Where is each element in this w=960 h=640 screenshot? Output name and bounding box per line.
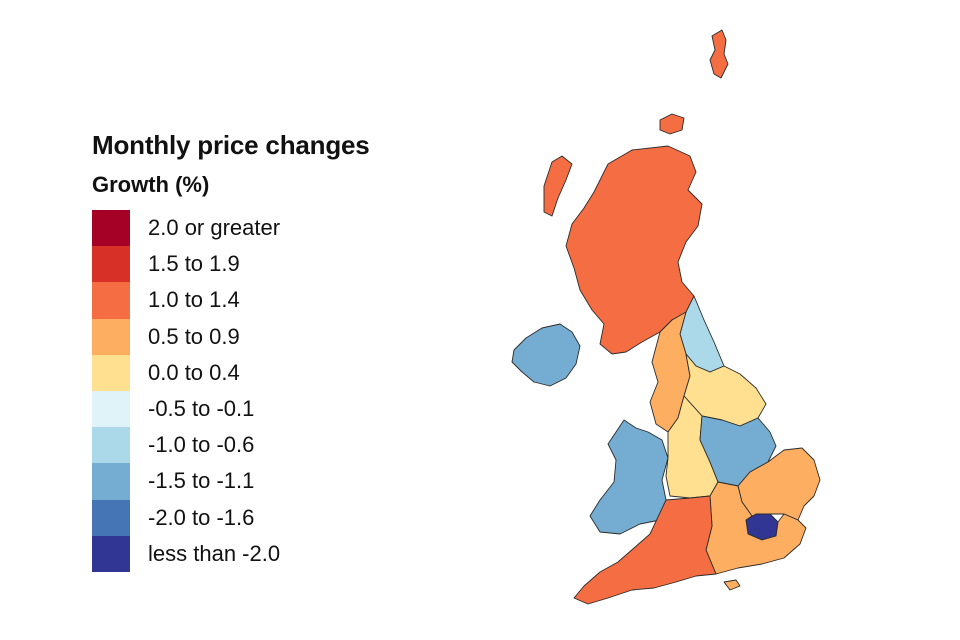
legend-label: 0.5 to 0.9 <box>148 323 240 349</box>
region-wales[interactable] <box>589 419 669 535</box>
legend-swatch <box>92 499 130 536</box>
region-south-east-isle-of-wight[interactable] <box>723 579 741 591</box>
legend-item: 2.0 or greater <box>92 210 432 247</box>
legend-label: 0.0 to 0.4 <box>148 359 240 385</box>
legend-swatch <box>92 210 130 247</box>
legend-item: -1.0 to -0.6 <box>92 427 432 464</box>
legend-item: -1.5 to -1.1 <box>92 463 432 500</box>
region-scotland-hebrides[interactable] <box>543 155 573 217</box>
legend-swatch <box>92 535 130 572</box>
region-south-west[interactable] <box>573 495 717 605</box>
legend-item: 0.5 to 0.9 <box>92 318 432 355</box>
legend-label: -0.5 to -0.1 <box>148 396 255 422</box>
legend-item: 0.0 to 0.4 <box>92 354 432 391</box>
legend-swatch <box>92 354 130 391</box>
map-legend: Monthly price changes Growth (%) 2.0 or … <box>92 128 432 572</box>
legend-item: -2.0 to -1.6 <box>92 499 432 536</box>
legend-swatch <box>92 246 130 283</box>
legend-item: less than -2.0 <box>92 535 432 572</box>
legend-swatch <box>92 427 130 464</box>
legend-swatch <box>92 463 130 500</box>
region-south-east[interactable] <box>705 481 807 575</box>
legend-swatch <box>92 390 130 428</box>
legend-label: 1.5 to 1.9 <box>148 251 240 277</box>
legend-label: -1.5 to -1.1 <box>148 468 255 494</box>
legend-subtitle: Growth (%) <box>92 172 210 197</box>
region-scotland-shetland[interactable] <box>709 29 729 79</box>
region-scotland-orkney[interactable] <box>659 113 685 135</box>
legend-label: less than -2.0 <box>148 540 281 566</box>
legend-item: -0.5 to -0.1 <box>92 390 432 428</box>
legend-swatch <box>92 282 130 319</box>
legend-item: 1.5 to 1.9 <box>92 246 432 283</box>
uk-region-map <box>511 29 821 605</box>
region-northern-ireland[interactable] <box>511 323 581 387</box>
legend-label: 2.0 or greater <box>148 215 281 241</box>
legend-label: -2.0 to -1.6 <box>148 504 255 530</box>
legend-item: 1.0 to 1.4 <box>92 282 432 319</box>
legend-label: -1.0 to -0.6 <box>148 432 255 458</box>
legend-label: 1.0 to 1.4 <box>148 287 240 313</box>
legend-swatch <box>92 318 130 355</box>
legend-items: 2.0 or greater 1.5 to 1.9 1.0 to 1.4 0.5 to… <box>92 210 432 572</box>
legend-title: Monthly price changes <box>92 130 370 160</box>
